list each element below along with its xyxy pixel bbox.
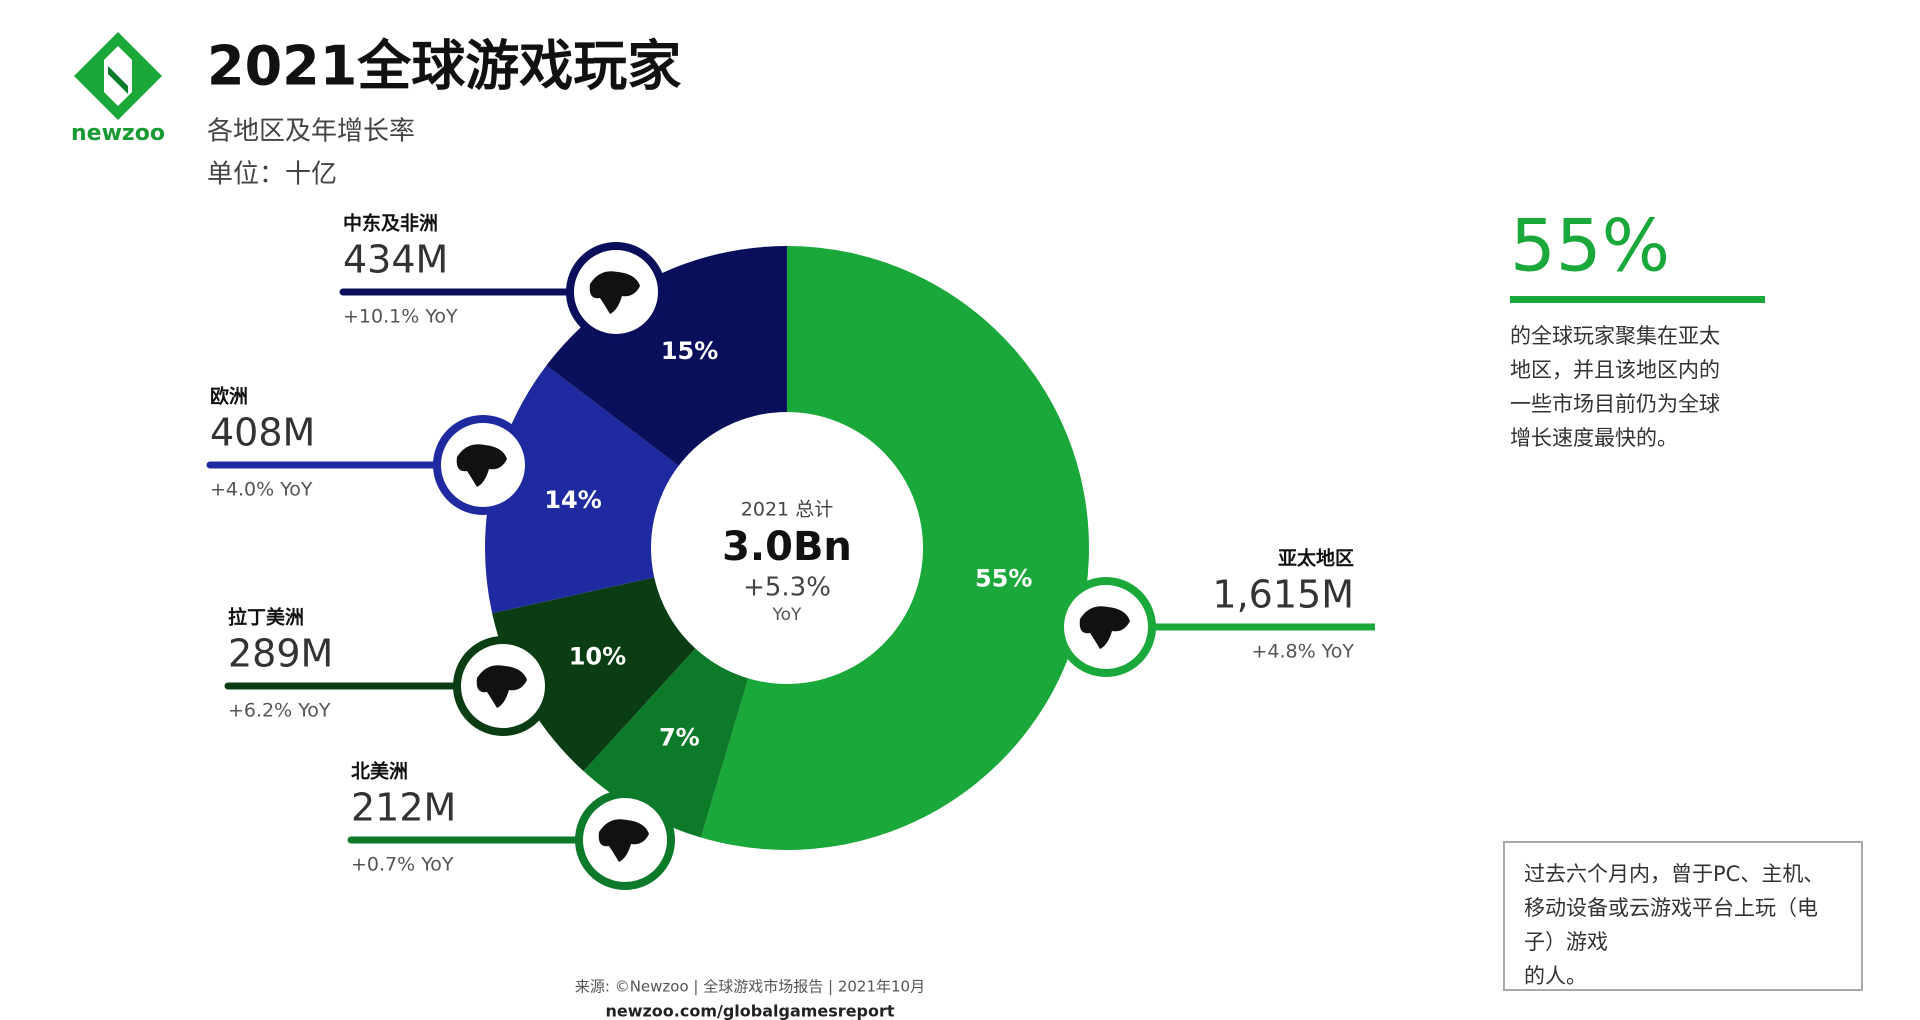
highlight-line: 增长速度最快的。 (1510, 426, 1678, 450)
region-yoy: +4.8% YoY (1251, 641, 1354, 663)
region-value: 289M (228, 632, 333, 676)
share-label: 10% (569, 643, 626, 671)
region-value: 408M (210, 411, 315, 455)
subtitle: 各地区及年增长率 (207, 117, 415, 147)
donut-segment (700, 246, 1089, 850)
region-yoy: +6.2% YoY (228, 700, 331, 722)
highlight-value: 55% (1510, 204, 1670, 288)
region-map (589, 271, 640, 314)
region-yoy: +10.1% YoY (343, 306, 458, 328)
donut-chart: 55% 7% 10% 14% 15% 2021 总计 3.0Bn+5.3%YoY 亚太地区 1,… (206, 212, 1375, 890)
region-yoy: +0.7% YoY (351, 854, 454, 876)
region-yoy: +4.0% YoY (210, 479, 313, 501)
share-label: 55% (975, 565, 1032, 593)
note-line: 的人。 (1524, 964, 1587, 988)
region-map (1079, 606, 1130, 649)
region-value: 434M (343, 238, 448, 282)
region-value: 212M (351, 786, 456, 830)
center-growth-unit: YoY (772, 605, 803, 625)
share-label: 14% (544, 486, 601, 514)
region-value: 1,615M (1212, 573, 1354, 617)
note-line: 过去六个月内，曾于PC、主机、 (1524, 862, 1824, 886)
note-line: 子）游戏 (1524, 930, 1608, 954)
region-name: 欧洲 (210, 385, 248, 408)
title: 2021全球游戏玩家 (207, 35, 681, 98)
donut-segment (492, 577, 696, 772)
logo-stroke (108, 66, 128, 94)
logo: newzoo (71, 32, 165, 146)
highlight-rule (1510, 296, 1765, 303)
center-label: 2021 总计 (741, 499, 833, 521)
region-map (456, 444, 507, 487)
highlight-line: 一些市场目前仍为全球 (1510, 392, 1720, 416)
center-growth: +5.3% (743, 573, 831, 603)
donut-segment (485, 365, 679, 614)
center-value: 3.0Bn (722, 524, 852, 570)
share-label: 7% (659, 724, 700, 752)
logo-text: newzoo (71, 121, 165, 146)
footer-url: newzoo.com/globalgamesreport (605, 1002, 894, 1020)
note-line: 移动设备或云游戏平台上玩（电 (1524, 896, 1818, 920)
region-name: 中东及非洲 (343, 212, 438, 235)
region-name: 北美洲 (351, 760, 408, 783)
region-map (598, 819, 649, 862)
highlight-line: 地区，并且该地区内的 (1510, 358, 1720, 382)
share-label: 15% (661, 337, 718, 365)
donut-segment (546, 246, 787, 466)
unit: 单位：十亿 (207, 160, 337, 190)
region-name: 亚太地区 (1278, 547, 1354, 570)
footer-source: 来源: ©Newzoo | 全球游戏市场报告 | 2021年10月 (575, 978, 925, 996)
note-box (1503, 841, 1863, 991)
highlight-line: 的全球玩家聚集在亚太 (1510, 324, 1720, 348)
region-map (476, 665, 527, 708)
region-name: 拉丁美洲 (228, 606, 304, 629)
